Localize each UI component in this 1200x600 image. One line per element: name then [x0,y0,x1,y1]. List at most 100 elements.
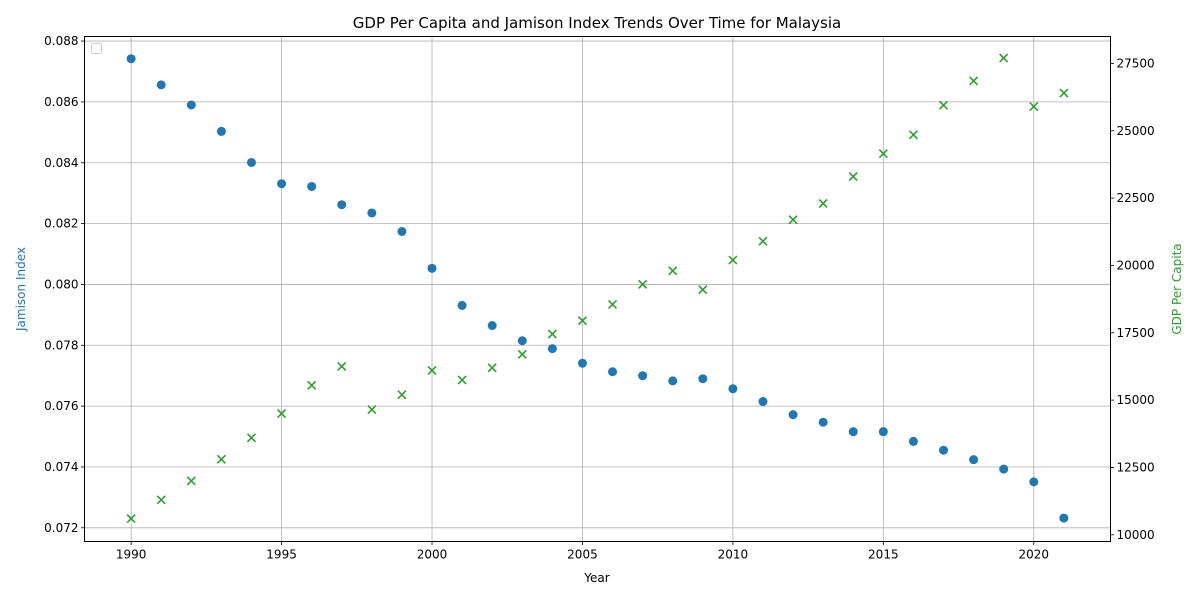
jamison-point [969,455,979,465]
jamison-point [517,336,527,346]
x-tick-label: 2005 [567,548,598,562]
jamison-point [156,80,166,90]
y-left-axis-label: Jamison Index [14,247,28,332]
gdp-point [938,100,949,110]
gdp-point [457,375,467,385]
gdp-point [638,279,648,289]
jamison-point [638,371,648,381]
y-right-axis-ticks: 10000 12500 15000 17500 20000 22500 25000 27500 [1110,56,1155,542]
jamison-point [126,54,136,64]
gdp-point [397,390,407,400]
jamison-point [818,417,828,427]
x-tick-label: 2020 [1019,548,1050,562]
y-right-tick-label: 15000 [1117,393,1155,407]
gdp-point [728,255,738,265]
jamison-point [487,321,497,331]
jamison-point [788,410,798,420]
jamison-point [698,374,708,384]
gdp-point [307,380,317,390]
y-left-tick-label: 0.082 [44,217,78,231]
gdp-point [577,316,588,326]
y-right-tick-label: 25000 [1117,124,1155,138]
gdp-point [487,363,497,373]
jamison-point [939,445,949,455]
gdp-point [367,404,377,415]
gdp-point [999,53,1009,63]
gdp-point [547,329,557,339]
gdp-point [216,454,226,464]
jamison-point [246,157,256,167]
jamison-point [277,179,287,189]
jamison-point [307,181,317,191]
grid-lines [84,36,1111,542]
gdp-point [277,409,287,419]
gdp-point [607,299,618,310]
jamison-point [216,126,226,136]
jamison-point [668,376,678,386]
jamison-point [999,464,1009,474]
y-right-tick-label: 12500 [1117,460,1155,474]
jamison-point [397,227,407,237]
y-left-tick-label: 0.078 [44,338,78,352]
gdp-point [788,215,798,225]
gdp-point [1029,101,1039,112]
gdp-point [126,514,136,524]
gdp-point [908,130,918,140]
gdp-point [698,285,708,295]
jamison-point [337,200,347,210]
gdp-point [758,236,768,246]
y-left-tick-label: 0.072 [44,521,78,535]
y-right-tick-label: 22500 [1117,191,1155,205]
x-tick-label: 2010 [718,548,749,562]
gdp-point [969,76,979,86]
jamison-point [427,263,437,273]
jamison-point [547,344,557,354]
jamison-point [186,100,196,110]
y-left-tick-label: 0.084 [44,156,78,170]
jamison-point [908,436,918,446]
gdp-point [1059,88,1069,98]
gdp-point [337,361,347,371]
gdp-point [156,495,166,505]
gdp-point [818,198,828,209]
gdp-point [427,365,437,376]
jamison-point [457,300,467,310]
y-left-tick-label: 0.076 [44,399,78,413]
jamison-point [577,358,587,368]
y-left-axis-ticks: 0.072 0.074 0.076 0.078 0.080 0.082 0.084 0.086… [44,34,85,535]
jamison-point [608,367,618,377]
x-axis-ticks: 1990 1995 2000 2005 2010 2015 2020 [116,541,1050,562]
y-right-tick-label: 27500 [1117,56,1155,70]
jamison-point [878,427,888,437]
gdp-point [878,149,888,159]
jamison-point [758,397,768,407]
jamison-point [367,208,377,218]
y-right-tick-label: 17500 [1117,326,1155,340]
y-right-tick-label: 20000 [1117,258,1155,272]
x-axis-label: Year [583,571,609,585]
x-tick-label: 1990 [116,548,147,562]
gdp-point [246,433,257,443]
plot-frame [84,36,1111,542]
y-left-tick-label: 0.088 [44,34,78,48]
chart-title: GDP Per Capita and Jamison Index Trends … [353,14,841,32]
y-right-tick-label: 10000 [1117,528,1155,542]
y-right-axis-label: GDP Per Capita [1170,243,1184,334]
empty-legend-box [91,43,102,54]
series-jamison [126,54,1069,523]
x-tick-label: 2000 [417,548,448,562]
series-gdp [126,53,1069,524]
y-left-tick-label: 0.080 [44,277,78,291]
y-left-tick-label: 0.074 [44,460,78,474]
gdp-point [517,349,527,359]
gdp-point [186,476,196,486]
x-tick-label: 2015 [868,548,899,562]
gdp-point [848,171,858,182]
jamison-point [848,427,858,437]
jamison-point [1059,513,1069,523]
gdp-point [668,266,678,276]
jamison-point [1029,477,1039,487]
jamison-point [728,384,738,394]
y-left-tick-label: 0.086 [44,95,78,109]
